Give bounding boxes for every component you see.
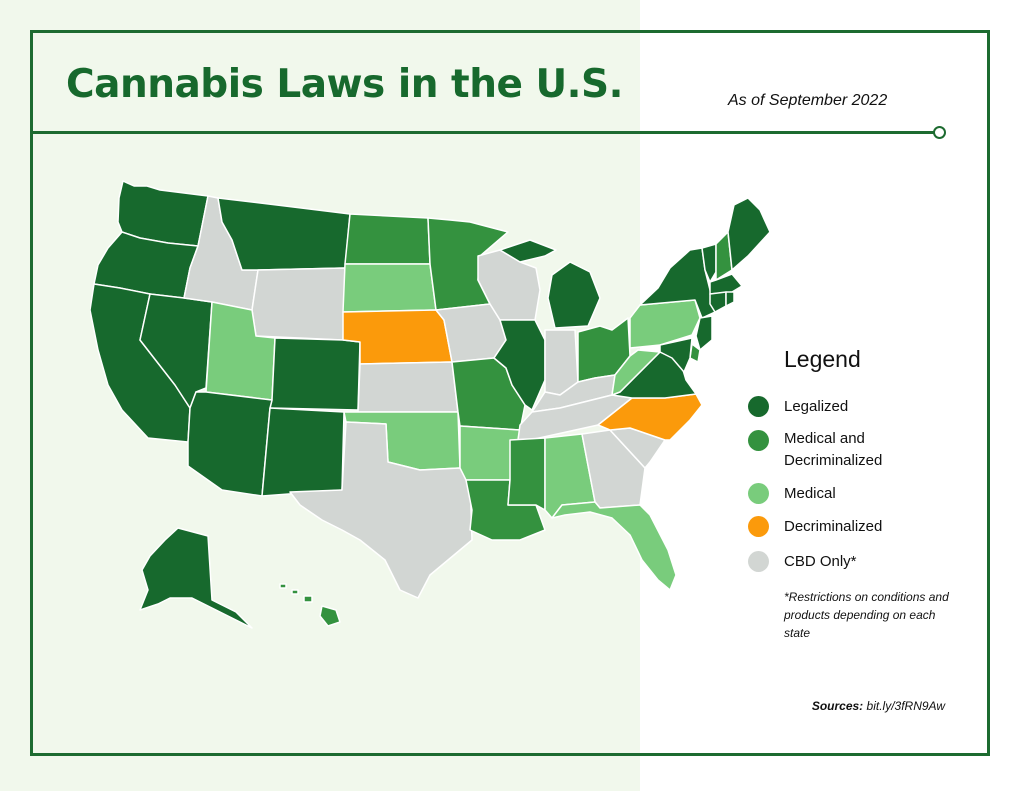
sources-link: bit.ly/3fRN9Aw bbox=[866, 699, 945, 713]
date-subtitle: As of September 2022 bbox=[728, 92, 888, 109]
legend-label-legalized: Legalized bbox=[784, 398, 849, 415]
state-WV bbox=[611, 349, 661, 396]
sources-line: Sources: bit.ly/3fRN9Aw bbox=[790, 699, 945, 713]
state-NJ bbox=[695, 315, 713, 351]
legend-label-medical-decriminalized: Medical and Decriminalized bbox=[784, 430, 883, 469]
state-FL bbox=[551, 501, 677, 591]
state-CT bbox=[709, 291, 727, 313]
state-MD bbox=[659, 337, 693, 373]
state-IL bbox=[493, 319, 546, 411]
state-AZ bbox=[187, 391, 273, 497]
us-map bbox=[90, 180, 771, 629]
legend-title: Legend bbox=[784, 346, 861, 372]
legend-dot-cbd-only bbox=[748, 551, 769, 572]
state-WY bbox=[251, 267, 346, 341]
state-MS bbox=[507, 437, 546, 511]
legend-dot-legalized bbox=[748, 396, 769, 417]
state-MA bbox=[709, 273, 743, 295]
state-NE bbox=[342, 309, 453, 365]
state-SD bbox=[342, 263, 437, 313]
state-VT bbox=[701, 243, 717, 283]
legend-dot-medical bbox=[748, 483, 769, 504]
state-ND bbox=[344, 213, 431, 265]
state-MI bbox=[499, 239, 601, 329]
legend-label-medical: Medical bbox=[784, 485, 836, 502]
state-TX bbox=[289, 421, 473, 599]
state-NM bbox=[261, 407, 345, 497]
divider-end-dot bbox=[933, 126, 946, 139]
title-divider bbox=[30, 131, 935, 134]
legend-label-decriminalized: Decriminalized bbox=[784, 518, 883, 535]
sources-label: Sources: bbox=[811, 699, 864, 713]
restrictions-note: *Restrictions on conditions and products… bbox=[784, 590, 949, 640]
page-frame bbox=[30, 30, 990, 756]
state-AK bbox=[139, 527, 253, 629]
legend-dot-decriminalized bbox=[748, 516, 769, 537]
state-RI bbox=[725, 291, 735, 307]
state-HI bbox=[279, 583, 341, 627]
state-NH bbox=[715, 231, 733, 281]
state-MT bbox=[217, 197, 351, 271]
state-CO bbox=[269, 337, 361, 411]
legend-dot-medical-decriminalized bbox=[748, 430, 769, 451]
page-title: Cannabis Laws in the U.S. bbox=[66, 62, 623, 107]
legend-label-cbd-only: CBD Only* bbox=[784, 553, 857, 570]
state-KS bbox=[357, 361, 459, 413]
state-ME bbox=[727, 197, 771, 271]
